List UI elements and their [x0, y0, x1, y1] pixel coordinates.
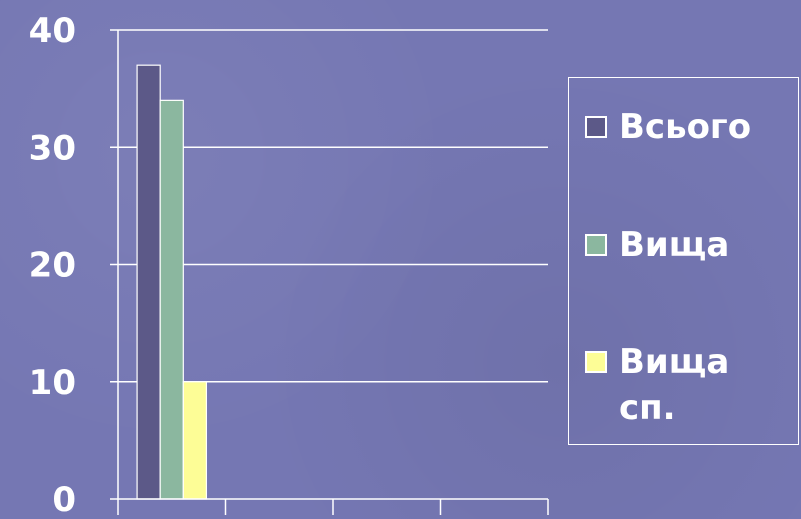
- y-tick-label: 40: [29, 11, 76, 51]
- legend: Всього Вища Вища сп.: [568, 77, 799, 445]
- legend-label: Всього: [619, 104, 789, 150]
- y-tick-label: 10: [29, 363, 76, 403]
- legend-item-vyshcha-sp: Вища сп.: [585, 339, 789, 431]
- legend-label: Вища сп.: [619, 339, 789, 431]
- legend-item-vsoho: Всього: [585, 104, 789, 150]
- y-tick-label: 30: [29, 128, 76, 168]
- bar: [183, 382, 206, 499]
- y-tick-label: 20: [29, 246, 76, 286]
- y-tick-labels: 0 10 20 30 40: [29, 11, 76, 519]
- legend-swatch: [585, 351, 607, 373]
- bars: [137, 65, 206, 499]
- legend-label: Вища: [619, 222, 789, 268]
- bar: [160, 100, 183, 499]
- legend-swatch: [585, 116, 607, 138]
- y-tick-label: 0: [52, 480, 76, 519]
- legend-item-vyshcha: Вища: [585, 222, 789, 268]
- legend-swatch: [585, 234, 607, 256]
- bar: [137, 65, 160, 499]
